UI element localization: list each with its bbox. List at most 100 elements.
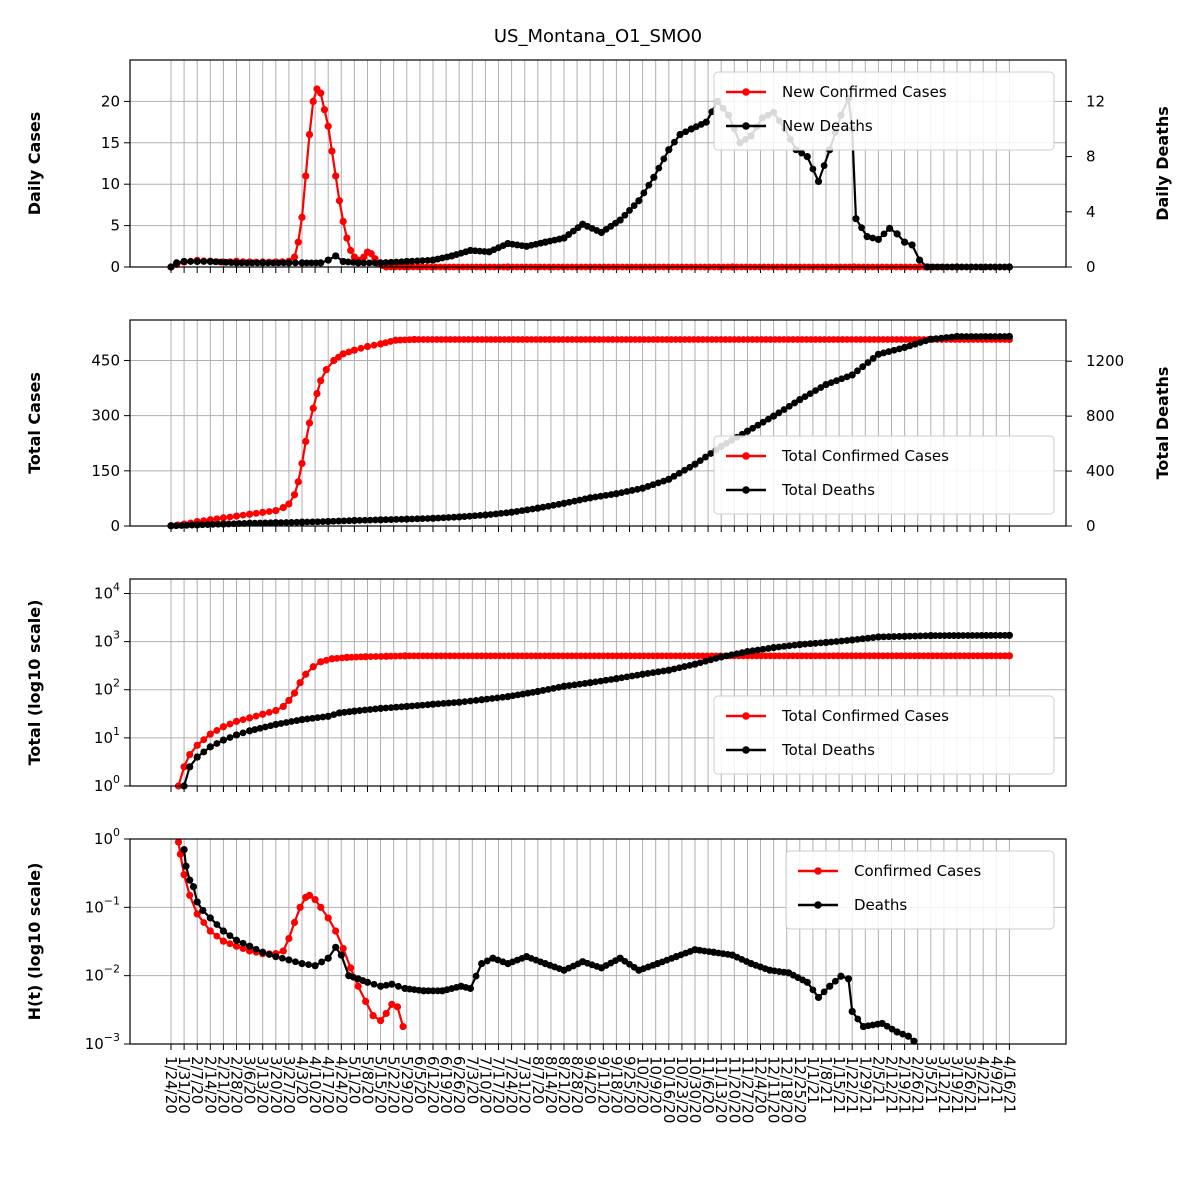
data-point bbox=[899, 1030, 907, 1038]
data-point bbox=[252, 712, 260, 720]
data-point bbox=[838, 375, 846, 383]
legend-box bbox=[785, 850, 1055, 930]
data-point bbox=[759, 645, 767, 653]
plot-frame bbox=[129, 319, 1067, 527]
data-point bbox=[226, 932, 234, 940]
data-point bbox=[1001, 652, 1009, 660]
data-point bbox=[219, 723, 227, 731]
x-tick-label: 11/20/20 bbox=[725, 1056, 743, 1123]
data-point bbox=[499, 958, 507, 966]
legend-marker bbox=[742, 712, 750, 720]
y-tick-label: 10 bbox=[101, 175, 120, 193]
data-point bbox=[848, 636, 856, 644]
data-point bbox=[621, 211, 629, 219]
y-tick-label: 450 bbox=[91, 351, 120, 369]
data-point bbox=[660, 477, 667, 485]
x-tick-label: 1/24/20 bbox=[162, 1056, 180, 1114]
data-point bbox=[434, 514, 442, 522]
x-tick-label: 2/7/20 bbox=[188, 1056, 206, 1104]
data-point bbox=[328, 147, 336, 155]
data-point bbox=[712, 654, 720, 662]
data-point bbox=[705, 948, 713, 956]
x-tick-label: 3/6/20 bbox=[241, 1056, 259, 1104]
data-point bbox=[859, 635, 867, 643]
data-point bbox=[472, 972, 480, 980]
plot-frame bbox=[129, 578, 1067, 787]
y-tick-label: 10−2 bbox=[85, 963, 120, 985]
legend-marker bbox=[742, 486, 750, 494]
data-point bbox=[377, 653, 385, 660]
x-tick-label: 10/9/20 bbox=[647, 1056, 665, 1114]
data-point bbox=[612, 675, 621, 683]
data-point bbox=[461, 513, 468, 520]
data-point bbox=[226, 513, 234, 521]
data-point bbox=[592, 678, 599, 686]
data-point bbox=[586, 494, 594, 502]
data-point bbox=[440, 514, 447, 522]
x-tick-label: 11/13/20 bbox=[712, 1056, 730, 1123]
data-point bbox=[239, 716, 247, 724]
data-point bbox=[232, 259, 241, 267]
data-point bbox=[602, 676, 610, 684]
legend: Total Confirmed Cases Total Deaths bbox=[713, 695, 1055, 775]
data-point bbox=[388, 1000, 396, 1008]
y-right-tick-label: 1200 bbox=[1086, 352, 1124, 370]
data-point bbox=[382, 516, 390, 524]
data-point bbox=[743, 648, 752, 656]
data-point bbox=[571, 497, 578, 505]
data-point bbox=[290, 491, 299, 499]
data-point bbox=[724, 950, 732, 958]
data-point bbox=[623, 673, 631, 681]
data-point bbox=[366, 706, 374, 713]
data-point bbox=[317, 903, 325, 911]
data-point bbox=[707, 450, 715, 457]
data-point bbox=[332, 943, 340, 951]
data-point bbox=[529, 688, 537, 696]
data-point bbox=[396, 652, 404, 660]
data-point bbox=[569, 227, 577, 235]
data-point bbox=[419, 701, 426, 709]
data-point bbox=[279, 947, 287, 955]
data-point bbox=[723, 652, 730, 660]
y-tick-label: 150 bbox=[91, 462, 120, 480]
data-point bbox=[702, 453, 709, 461]
data-point bbox=[256, 519, 264, 527]
data-point bbox=[298, 213, 306, 221]
data-point bbox=[173, 259, 181, 267]
data-point bbox=[977, 333, 985, 340]
data-point bbox=[278, 954, 286, 962]
data-point bbox=[644, 670, 652, 677]
data-point bbox=[293, 717, 301, 724]
data-point bbox=[817, 384, 825, 391]
x-tick-label: 9/25/20 bbox=[621, 1056, 639, 1114]
x-tick-labels: 1/24/201/31/202/7/202/14/202/21/202/28/2… bbox=[162, 1056, 1018, 1123]
data-point bbox=[239, 511, 247, 519]
data-point bbox=[193, 257, 201, 266]
data-point bbox=[493, 694, 501, 702]
data-point bbox=[717, 653, 725, 661]
data-point bbox=[267, 519, 274, 527]
data-point bbox=[354, 259, 362, 267]
data-point bbox=[874, 633, 883, 641]
data-point bbox=[200, 258, 208, 265]
data-point bbox=[612, 490, 621, 498]
data-point bbox=[775, 643, 783, 651]
data-point bbox=[259, 259, 267, 267]
data-point bbox=[665, 666, 673, 674]
data-point bbox=[681, 466, 688, 474]
data-point bbox=[483, 957, 491, 965]
x-tick-label: 1/31/20 bbox=[175, 1056, 193, 1114]
data-point bbox=[318, 958, 326, 966]
data-point bbox=[377, 704, 385, 712]
data-point bbox=[332, 252, 340, 260]
x-tick-label: 12/18/20 bbox=[778, 1056, 796, 1123]
data-point bbox=[332, 927, 340, 935]
data-point bbox=[275, 259, 282, 267]
data-point bbox=[239, 939, 247, 947]
x-tick-label: 8/28/20 bbox=[568, 1056, 586, 1114]
data-point bbox=[186, 876, 194, 884]
y-tick-label: 101 bbox=[94, 725, 120, 747]
series-line bbox=[177, 841, 405, 1027]
data-point bbox=[212, 258, 219, 266]
